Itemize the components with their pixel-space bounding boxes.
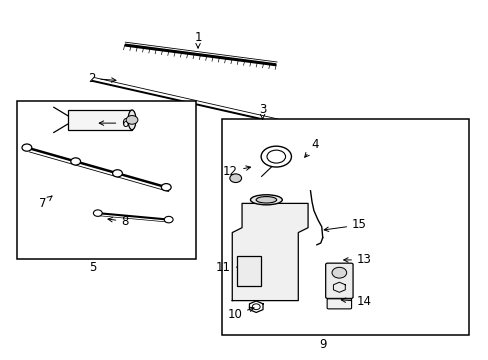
FancyBboxPatch shape xyxy=(325,263,352,298)
Bar xyxy=(237,256,260,286)
Circle shape xyxy=(71,158,81,165)
FancyBboxPatch shape xyxy=(326,299,351,309)
Text: 7: 7 xyxy=(39,196,52,210)
Circle shape xyxy=(22,144,32,151)
Polygon shape xyxy=(232,203,307,301)
Ellipse shape xyxy=(250,195,282,205)
Text: 12: 12 xyxy=(223,165,250,178)
Circle shape xyxy=(112,170,122,177)
Text: 11: 11 xyxy=(215,261,245,274)
Text: 3: 3 xyxy=(258,103,266,119)
Text: 5: 5 xyxy=(89,261,97,274)
Text: 4: 4 xyxy=(304,138,319,157)
Circle shape xyxy=(229,174,241,183)
Circle shape xyxy=(331,267,346,278)
Text: 14: 14 xyxy=(341,295,371,308)
Circle shape xyxy=(161,184,171,191)
Text: 13: 13 xyxy=(343,253,371,266)
Text: 6: 6 xyxy=(99,117,128,130)
Text: 9: 9 xyxy=(318,338,326,351)
Ellipse shape xyxy=(256,197,276,203)
Circle shape xyxy=(126,116,138,124)
Text: 15: 15 xyxy=(324,219,366,231)
Bar xyxy=(68,110,132,130)
Text: 1: 1 xyxy=(194,31,202,48)
Ellipse shape xyxy=(266,150,285,163)
Text: 2: 2 xyxy=(88,72,116,85)
Text: 8: 8 xyxy=(108,215,128,228)
Ellipse shape xyxy=(128,110,136,130)
Bar xyxy=(222,119,468,335)
Bar xyxy=(17,101,195,259)
Circle shape xyxy=(93,210,102,216)
Circle shape xyxy=(164,216,173,223)
Text: 10: 10 xyxy=(227,307,253,321)
Ellipse shape xyxy=(261,146,291,167)
